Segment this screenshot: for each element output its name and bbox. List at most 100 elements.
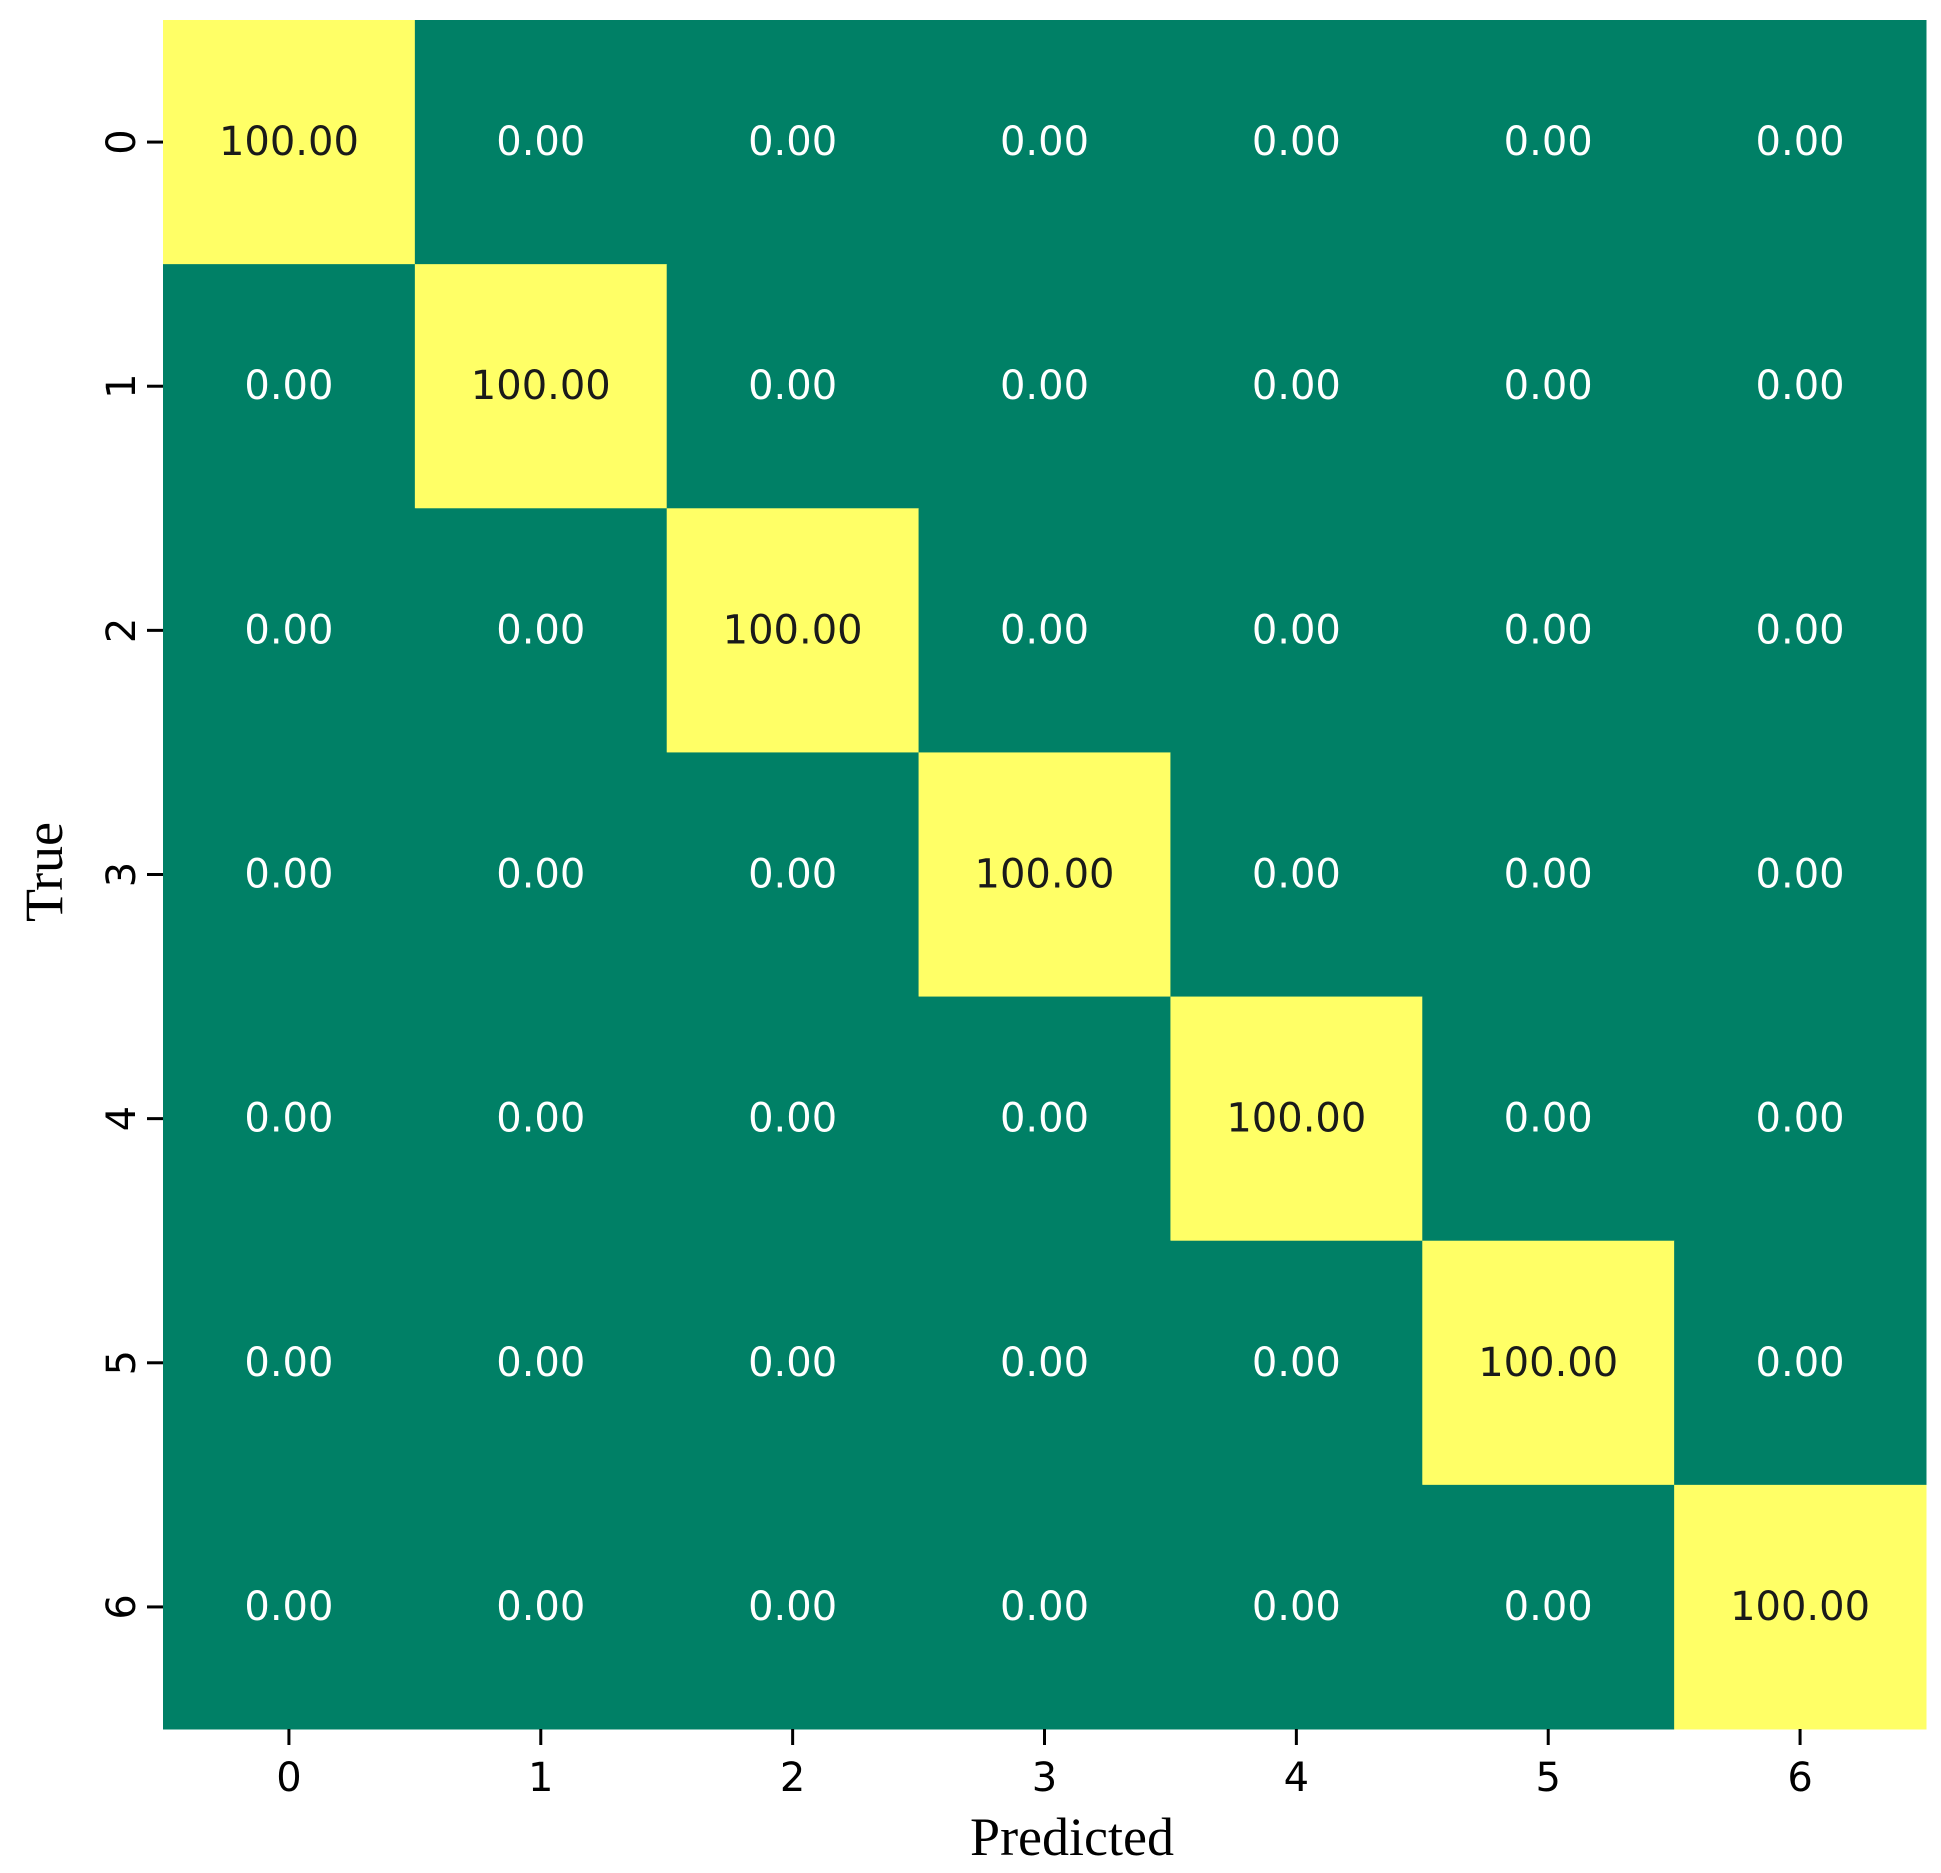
y-axis-ticks: 0 1 2 3 4 5 6	[99, 129, 163, 1620]
cell-value-label: 0.00	[748, 1584, 837, 1630]
x-tick-label: 4	[1284, 1755, 1309, 1801]
heatmap-cell-r2-c5	[1422, 508, 1675, 753]
cell-value-label: 0.00	[496, 1096, 585, 1142]
cell-value-label: 0.00	[496, 1340, 585, 1386]
heatmap-cell-r0-c0	[163, 20, 416, 265]
heatmap-cell-r3-c6	[1674, 752, 1927, 998]
heatmap-cell-r1-c5	[1422, 264, 1675, 509]
heatmap-cell-r2-c1	[414, 508, 668, 753]
heatmap-cell-r5-c6	[1674, 1240, 1927, 1486]
heatmap-cell-r6-c6	[1674, 1484, 1927, 1730]
heatmap-cell-r3-c4	[1170, 752, 1423, 998]
cell-value-label: 0.00	[1504, 1584, 1593, 1630]
cell-value-label: 0.00	[1252, 1584, 1341, 1630]
heatmap-cell-r0-c4	[1170, 20, 1423, 265]
heatmap-cell-r5-c1	[414, 1240, 668, 1486]
cell-value-label: 0.00	[1504, 1096, 1593, 1142]
heatmap-cell-r1-c3	[918, 264, 1171, 509]
heatmap-cell-r3-c0	[163, 752, 416, 998]
cell-value-label: 0.00	[1252, 363, 1341, 409]
heatmap-cell-r2-c3	[918, 508, 1171, 753]
heatmap-cell-r0-c6	[1674, 20, 1927, 265]
cell-value-label: 0.00	[244, 1340, 333, 1386]
heatmap-cell-r6-c0	[163, 1484, 416, 1730]
y-tick-label: 0	[99, 129, 145, 154]
heatmap-cells	[163, 20, 1927, 1730]
heatmap-cell-r6-c2	[666, 1484, 920, 1730]
cell-value-label: 0.00	[244, 852, 333, 898]
x-tick-label: 6	[1787, 1755, 1812, 1801]
cell-value-label: 0.00	[496, 852, 585, 898]
heatmap-cell-r0-c3	[918, 20, 1171, 265]
cell-value-label: 100.00	[1478, 1340, 1618, 1386]
heatmap-cell-r4-c2	[666, 996, 920, 1242]
heatmap-cell-r4-c3	[918, 996, 1171, 1242]
x-tick-label: 0	[276, 1755, 301, 1801]
cell-value-label: 0.00	[244, 607, 333, 653]
heatmap-cell-r6-c3	[918, 1484, 1171, 1730]
heatmap-cell-r6-c1	[414, 1484, 668, 1730]
cell-value-label: 0.00	[1504, 119, 1593, 165]
cell-value-label: 0.00	[1756, 607, 1845, 653]
x-tick-label: 3	[1032, 1755, 1057, 1801]
cell-value-label: 100.00	[219, 119, 359, 165]
cell-value-label: 0.00	[748, 363, 837, 409]
heatmap-cell-r1-c6	[1674, 264, 1927, 509]
y-tick-label: 6	[99, 1594, 145, 1619]
heatmap-cell-r2-c2	[666, 508, 920, 753]
heatmap-cell-r2-c4	[1170, 508, 1423, 753]
cell-value-label: 0.00	[1756, 852, 1845, 898]
y-axis-label: True	[14, 822, 74, 922]
cell-value-label: 0.00	[1000, 1584, 1089, 1630]
y-tick-label: 3	[99, 862, 145, 887]
cell-value-label: 0.00	[244, 363, 333, 409]
heatmap-cell-r2-c0	[163, 508, 416, 753]
cell-value-label: 0.00	[244, 1584, 333, 1630]
heatmap-cell-r5-c3	[918, 1240, 1171, 1486]
heatmap-cell-r6-c4	[1170, 1484, 1423, 1730]
x-axis-ticks: 0 1 2 3 4 5 6	[276, 1729, 1813, 1801]
cell-value-label: 0.00	[496, 607, 585, 653]
heatmap-cell-r3-c5	[1422, 752, 1675, 998]
cell-value-label: 0.00	[748, 852, 837, 898]
heatmap-cell-r5-c4	[1170, 1240, 1423, 1486]
y-tick-label: 1	[99, 373, 145, 398]
cell-value-label: 0.00	[1000, 119, 1089, 165]
heatmap-cell-r3-c2	[666, 752, 920, 998]
heatmap-cell-r0-c5	[1422, 20, 1675, 265]
heatmap-cell-r4-c6	[1674, 996, 1927, 1242]
heatmap-cell-r6-c5	[1422, 1484, 1675, 1730]
heatmap-cell-labels: 100.00 0.00 0.00 0.00 0.00 0.00 0.00 0.00 100.00…	[219, 119, 1870, 1630]
x-tick-label: 2	[780, 1755, 805, 1801]
heatmap-cell-r1-c1	[414, 264, 668, 509]
x-tick-label: 5	[1535, 1755, 1560, 1801]
cell-value-label: 0.00	[496, 1584, 585, 1630]
heatmap-cell-r1-c0	[163, 264, 416, 509]
heatmap-cell-r1-c2	[666, 264, 920, 509]
cell-value-label: 0.00	[1756, 1096, 1845, 1142]
y-tick-label: 4	[99, 1106, 145, 1131]
cell-value-label: 0.00	[748, 1340, 837, 1386]
heatmap-cell-r3-c3	[918, 752, 1171, 998]
cell-value-label: 0.00	[496, 119, 585, 165]
y-tick-label: 2	[99, 618, 145, 643]
x-tick-label: 1	[528, 1755, 553, 1801]
cell-value-label: 0.00	[1756, 1340, 1845, 1386]
cell-value-label: 0.00	[1000, 607, 1089, 653]
cell-value-label: 0.00	[1000, 1096, 1089, 1142]
cell-value-label: 0.00	[1252, 119, 1341, 165]
cell-value-label: 100.00	[723, 607, 863, 653]
cell-value-label: 0.00	[1000, 363, 1089, 409]
cell-value-label: 0.00	[1504, 607, 1593, 653]
cell-value-label: 0.00	[748, 119, 837, 165]
cell-value-label: 100.00	[1730, 1584, 1870, 1630]
heatmap-cell-r4-c5	[1422, 996, 1675, 1242]
cell-value-label: 0.00	[1000, 1340, 1089, 1386]
x-axis-label: Predicted	[970, 1807, 1174, 1867]
cell-value-label: 0.00	[244, 1096, 333, 1142]
heatmap-cell-r5-c5	[1422, 1240, 1675, 1486]
cell-value-label: 100.00	[471, 363, 611, 409]
cell-value-label: 100.00	[1226, 1096, 1366, 1142]
heatmap-cell-r0-c1	[414, 20, 668, 265]
